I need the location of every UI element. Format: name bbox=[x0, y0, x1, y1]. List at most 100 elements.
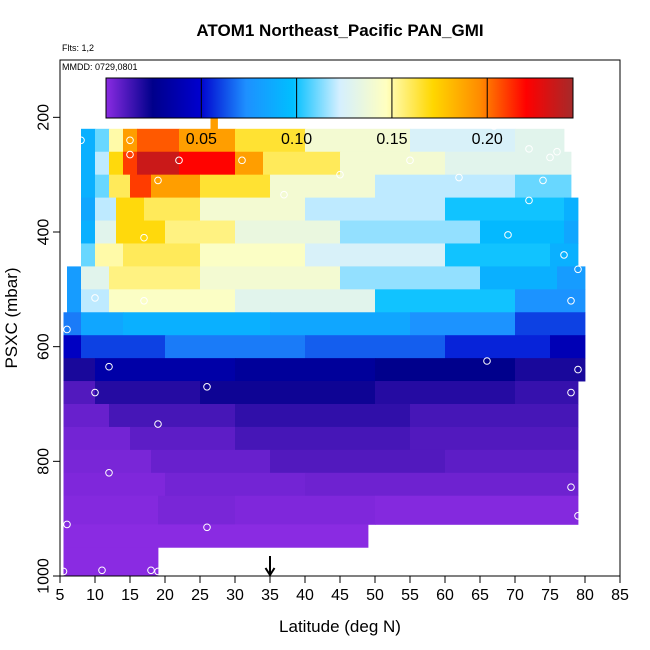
heatmap-cell bbox=[63, 358, 96, 382]
colorbar-gradient bbox=[105, 77, 574, 119]
heatmap-cell bbox=[550, 335, 586, 359]
flights-note: Flts: 1,2 bbox=[62, 43, 94, 53]
flight-point bbox=[546, 153, 554, 162]
heatmap-cell bbox=[123, 243, 201, 267]
flight-point bbox=[91, 294, 99, 302]
heatmap-cell bbox=[165, 472, 306, 497]
flight-point bbox=[98, 566, 106, 575]
heatmap-cell bbox=[179, 151, 236, 176]
heatmap-cell bbox=[445, 243, 551, 267]
flight-point bbox=[154, 567, 162, 576]
x-tick-label: 50 bbox=[366, 587, 384, 604]
flight-point bbox=[126, 150, 134, 159]
heatmap-cell bbox=[81, 312, 124, 336]
flight-point bbox=[336, 170, 344, 179]
heatmap-cell bbox=[235, 220, 341, 244]
colorbar-tick-label: 0.20 bbox=[472, 131, 503, 148]
flight-point bbox=[238, 156, 246, 165]
heatmap-cell bbox=[116, 197, 145, 221]
heatmap-cell bbox=[480, 266, 558, 290]
heatmap-cell bbox=[340, 220, 481, 244]
heatmap-cell bbox=[137, 128, 180, 153]
heatmap-cell bbox=[410, 128, 516, 153]
flight-point bbox=[525, 145, 533, 153]
heatmap-cell bbox=[81, 197, 96, 221]
heatmap-cell bbox=[375, 289, 516, 313]
heatmap-cell bbox=[63, 312, 82, 336]
flight-point bbox=[203, 383, 211, 391]
heatmap-cell bbox=[200, 243, 306, 267]
x-tick-label: 70 bbox=[506, 587, 524, 604]
flight-point bbox=[483, 357, 491, 365]
heatmap-cell bbox=[445, 335, 551, 359]
heatmap-cell bbox=[305, 243, 446, 267]
heatmap-cell bbox=[95, 243, 124, 267]
flight-point bbox=[175, 156, 183, 165]
heatmap-cell bbox=[109, 289, 236, 313]
heatmap-cell bbox=[515, 289, 586, 313]
heatmap-cell bbox=[550, 243, 579, 267]
x-tick-label: 15 bbox=[121, 587, 139, 604]
flight-point bbox=[455, 173, 463, 182]
heatmap-cell bbox=[95, 220, 117, 244]
heatmap-cell bbox=[63, 381, 96, 405]
heatmap-cell bbox=[480, 220, 565, 244]
x-tick-label: 20 bbox=[156, 587, 174, 604]
heatmap-cell bbox=[81, 243, 96, 267]
flight-point bbox=[574, 265, 582, 274]
heatmap-cell bbox=[305, 472, 579, 497]
heatmap-cell bbox=[109, 404, 236, 428]
heatmap-cell bbox=[179, 128, 236, 153]
heatmap-cell bbox=[305, 335, 446, 359]
heatmap-cell bbox=[270, 449, 446, 474]
heatmap-cell bbox=[375, 174, 516, 198]
flight-point bbox=[560, 251, 568, 259]
heatmap-cell bbox=[305, 197, 446, 221]
heatmap-cell bbox=[515, 358, 586, 382]
flight-point bbox=[105, 362, 113, 371]
heatmap-cell bbox=[410, 426, 579, 451]
flight-point bbox=[77, 136, 85, 145]
y-tick-label: 600 bbox=[36, 333, 53, 360]
heatmap-cell bbox=[81, 151, 96, 176]
heatmap-cell bbox=[63, 335, 82, 359]
heatmap-cell bbox=[158, 495, 236, 525]
heatmap-cell bbox=[63, 495, 159, 525]
flight-point bbox=[504, 231, 512, 239]
heatmap-cell bbox=[81, 174, 96, 198]
x-tick-label: 40 bbox=[296, 587, 314, 604]
heatmap-cell bbox=[130, 426, 236, 451]
heatmap-cell bbox=[410, 404, 579, 428]
x-tick-label: 45 bbox=[331, 587, 349, 604]
heatmap-cell bbox=[109, 266, 201, 290]
heatmap-cell bbox=[235, 495, 376, 525]
flight-point bbox=[126, 136, 134, 145]
heatmap-cell bbox=[515, 174, 572, 198]
heatmap-cell bbox=[235, 289, 376, 313]
heatmap-cell bbox=[67, 266, 82, 290]
flight-point bbox=[105, 469, 113, 477]
heatmap-cell bbox=[375, 358, 516, 382]
heatmap-cell bbox=[63, 426, 131, 451]
flight-point bbox=[154, 420, 162, 428]
heatmap-cell bbox=[165, 220, 236, 244]
heatmap-cell bbox=[200, 197, 306, 221]
heatmap-cell bbox=[137, 151, 180, 176]
flight-point bbox=[406, 156, 414, 165]
colorbar: 0.05 0.10 0.15 0.20 bbox=[105, 77, 574, 148]
heatmap-cell bbox=[95, 197, 117, 221]
flight-point bbox=[574, 512, 582, 520]
flight-point bbox=[280, 190, 288, 199]
x-tick-label: 60 bbox=[436, 587, 454, 604]
flight-point bbox=[203, 523, 211, 532]
x-axis-label: Latitude (deg N) bbox=[279, 617, 401, 636]
heatmap-cell bbox=[81, 128, 96, 153]
heatmap-cell bbox=[270, 312, 411, 336]
heatmap-cell bbox=[151, 174, 201, 198]
flight-point bbox=[574, 365, 582, 374]
heatmap-cell bbox=[67, 289, 82, 313]
heatmap-cell bbox=[95, 358, 236, 382]
flight-point bbox=[553, 147, 561, 156]
flight-point bbox=[63, 520, 71, 529]
